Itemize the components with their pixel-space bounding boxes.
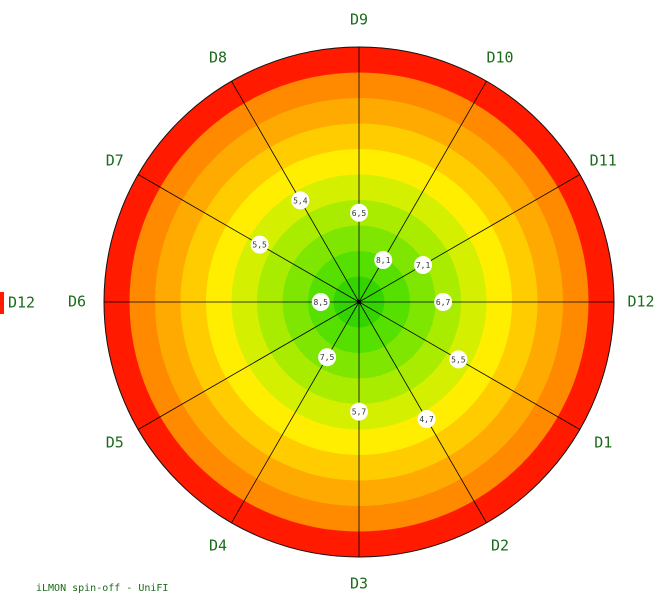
- direction-label-D8: D8: [209, 48, 227, 66]
- data-point-D3: [350, 402, 368, 421]
- spoke-D1: [358, 301, 581, 430]
- direction-label-D2: D2: [491, 537, 509, 555]
- direction-label-D9: D9: [350, 11, 368, 29]
- direction-label-D6: D6: [68, 293, 86, 311]
- spoke-D8: [231, 80, 360, 303]
- direction-label-D3: D3: [350, 575, 368, 593]
- data-label-D1: 5,5: [451, 355, 466, 364]
- data-point-D1: [449, 350, 468, 369]
- data-point-D12: [434, 293, 453, 311]
- center-dot: [357, 300, 361, 304]
- data-point-D10: [374, 251, 393, 270]
- direction-label-D7: D7: [106, 152, 124, 170]
- data-point-D2: [417, 410, 436, 429]
- direction-label-D11: D11: [590, 152, 617, 170]
- footer-credit: iLMON spin-off - UniFI: [36, 583, 169, 594]
- data-label-D6: 8,5: [314, 298, 329, 307]
- direction-label-D5: D5: [106, 434, 124, 452]
- direction-label-D1: D1: [594, 434, 612, 452]
- data-point-D7: [250, 235, 269, 254]
- data-point-D9: [350, 203, 368, 222]
- data-point-D6: [311, 293, 330, 311]
- adjacent-chart-label: D12: [8, 294, 35, 312]
- direction-label-D4: D4: [209, 537, 227, 555]
- adjacent-chart-edge: [0, 292, 4, 314]
- spoke-D11: [358, 174, 581, 303]
- spoke-D5: [137, 301, 360, 430]
- data-label-D3: 5,7: [352, 408, 367, 417]
- data-label-D9: 6,5: [352, 209, 367, 218]
- data-label-D2: 4,7: [419, 415, 434, 424]
- data-point-D11: [414, 256, 433, 275]
- direction-label-D12: D12: [627, 293, 654, 311]
- data-point-D8: [291, 191, 310, 210]
- spoke-D4: [231, 301, 360, 524]
- data-label-D7: 5,5: [252, 241, 267, 250]
- spoke-D7: [137, 174, 360, 303]
- data-label-D10: 8,1: [376, 256, 391, 265]
- data-label-D4: 7,5: [320, 353, 335, 362]
- data-label-D12: 6,7: [436, 298, 451, 307]
- direction-label-D10: D10: [486, 48, 513, 66]
- data-label-D8: 5,4: [293, 196, 308, 205]
- data-label-D11: 7,1: [416, 261, 431, 270]
- data-point-D4: [318, 348, 337, 367]
